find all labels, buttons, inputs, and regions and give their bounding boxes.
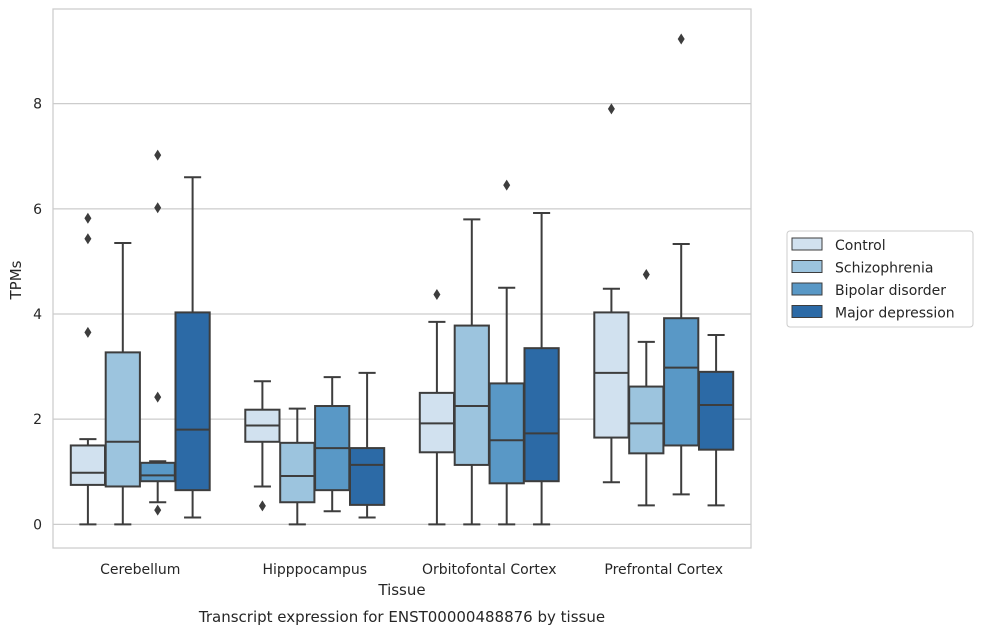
y-axis-label: TPMs (7, 260, 25, 300)
legend: Control Schizophrenia Bipolar disorder Majo… (786, 230, 974, 328)
y-tick-label-6: 6 (33, 202, 42, 218)
outlier-point (607, 103, 615, 115)
chart-caption: Transcript expression for ENST0000048887… (198, 608, 605, 626)
box-body (593, 311, 630, 439)
box-body (348, 447, 386, 506)
box-body (139, 461, 176, 483)
box-3-2 (663, 33, 700, 496)
x-tick-label-0: Cerebellum (100, 562, 180, 578)
legend-swatch-2 (791, 282, 823, 296)
outlier-point (84, 326, 92, 338)
box-2-3 (523, 212, 560, 526)
x-tick-labels: Cerebellum Hipppocampus Orbitofontal Corte… (100, 562, 723, 578)
box-2-1 (453, 218, 490, 526)
x-axis-label: Tissue (377, 581, 425, 599)
outlier-point (503, 179, 511, 191)
legend-label-0: Control (835, 238, 886, 254)
y-tick-label-8: 8 (33, 97, 42, 113)
box-0-2 (139, 149, 176, 516)
legend-label-1: Schizophrenia (835, 261, 933, 277)
box-1-3 (348, 371, 386, 519)
y-tick-label-4: 4 (33, 307, 42, 323)
box-2-0 (418, 289, 456, 526)
outlier-point (154, 391, 162, 403)
x-tick-label-2: Orbitofontal Cortex (422, 562, 557, 578)
box-body (174, 311, 211, 492)
outlier-point (84, 212, 92, 224)
box-3-3 (697, 334, 735, 507)
legend-label-2: Bipolar disorder (835, 283, 946, 299)
outlier-point (154, 504, 162, 516)
outlier-point (642, 269, 650, 281)
y-tick-label-2: 2 (33, 412, 42, 428)
legend-swatch-1 (791, 260, 823, 273)
legend-swatch-0 (791, 237, 823, 251)
box-1-1 (279, 407, 316, 526)
outlier-point (258, 500, 266, 512)
y-tick-label-0: 0 (33, 517, 42, 533)
box-body (104, 351, 141, 488)
box-body (453, 324, 490, 466)
box-0-1 (104, 242, 141, 526)
box-body (279, 441, 316, 504)
box-body (488, 382, 525, 485)
outlier-point (154, 149, 162, 161)
box-plot-series (69, 33, 735, 526)
x-tick-label-1: Hipppocampus (262, 562, 367, 578)
outlier-point (433, 289, 441, 301)
plot-frame (52, 8, 752, 549)
box-2-2 (488, 179, 525, 526)
box-body (628, 385, 665, 455)
legend-frame (786, 230, 974, 328)
box-0-0 (69, 212, 107, 526)
outlier-point (84, 233, 92, 245)
legend-label-3: Major depression (835, 306, 955, 322)
box-1-0 (244, 380, 281, 512)
outlier-point (677, 33, 685, 45)
box-body (523, 347, 560, 483)
box-body (663, 317, 700, 447)
legend-swatch-3 (791, 305, 823, 318)
x-tick-label-3: Prefrontal Cortex (604, 562, 723, 578)
box-1-2 (314, 376, 351, 513)
outlier-point (154, 202, 162, 214)
box-body (69, 444, 107, 486)
box-3-0 (593, 103, 630, 484)
box-3-1 (628, 269, 665, 507)
box-0-3 (174, 176, 211, 519)
box-body (697, 370, 735, 451)
y-tick-labels: 0 2 4 6 8 (33, 97, 42, 534)
